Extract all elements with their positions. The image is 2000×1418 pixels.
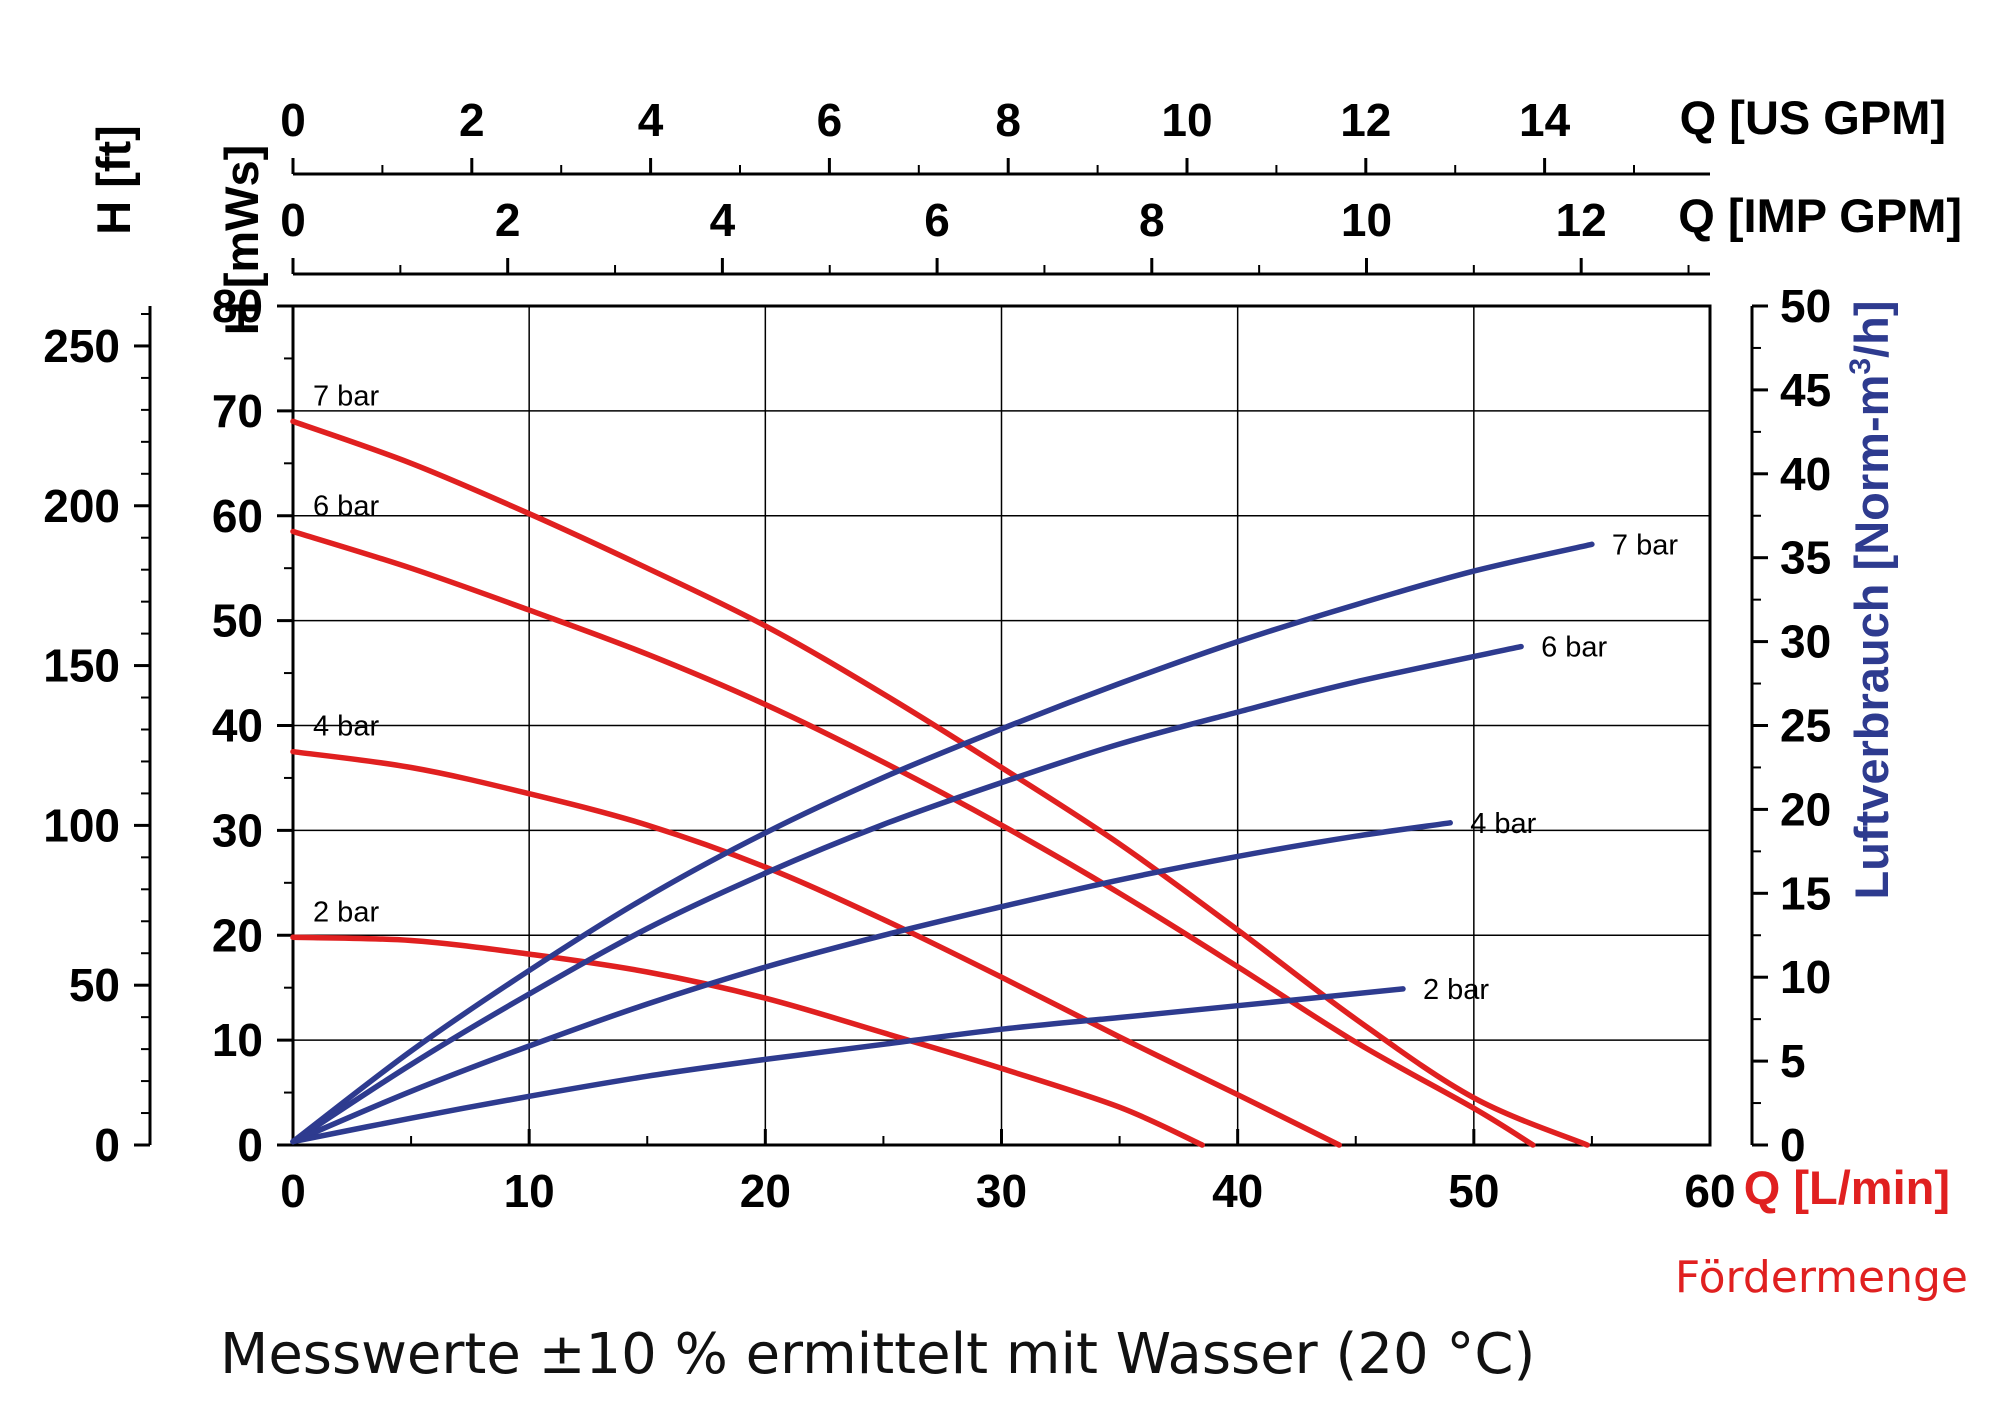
x-top-imp-tick-label: 12 bbox=[1556, 194, 1607, 246]
x-top-imp-tick-label: 2 bbox=[495, 194, 521, 246]
y-mws-tick-label: 10 bbox=[212, 1014, 263, 1066]
y-right-tick-label: 45 bbox=[1780, 364, 1831, 416]
y-right-tick-label: 10 bbox=[1780, 951, 1831, 1003]
x-top-imp-tick-label: 6 bbox=[924, 194, 950, 246]
y-ft-tick-label: 0 bbox=[94, 1119, 120, 1171]
head-curve-label: 7 bar bbox=[313, 380, 379, 412]
air-curve-7-bar bbox=[290, 541, 1595, 1145]
y-mws-tick-label: 60 bbox=[212, 490, 263, 542]
head-curve-6-bar bbox=[290, 528, 1536, 1148]
y-right-tick-label: 40 bbox=[1780, 448, 1831, 500]
y-right-title: Luftverbrauch [Norm-m3/h] bbox=[1844, 301, 1898, 900]
air-curve-6-bar bbox=[290, 643, 1524, 1145]
axes: 0 10 20 30 40 50 60010203040506070800501001502… bbox=[43, 94, 1831, 1217]
y-left-ft-title: H [ft] bbox=[87, 125, 140, 235]
y-mws-tick-label: 20 bbox=[212, 909, 263, 961]
y-mws-tick-label: 30 bbox=[212, 804, 263, 856]
y-mws-tick-label: 40 bbox=[212, 700, 263, 752]
y-right-tick-label: 0 bbox=[1780, 1119, 1806, 1171]
x-bottom-tick-label: 40 bbox=[1212, 1165, 1263, 1217]
air-curve-4-bar bbox=[290, 820, 1453, 1145]
x-top-imp-tick-label: 10 bbox=[1341, 194, 1392, 246]
x-top-us-tick-label: 14 bbox=[1519, 94, 1571, 146]
x-top-us-tick-label: 12 bbox=[1340, 94, 1391, 146]
x-top-us-tick-label: 0 bbox=[280, 94, 306, 146]
y-right-tick-label: 15 bbox=[1780, 867, 1831, 919]
x-top-us-tick-label: 6 bbox=[817, 94, 843, 146]
air-curve-label: 2 bar bbox=[1423, 974, 1489, 1006]
x-top-imp-title: Q [IMP GPM] bbox=[1678, 189, 1962, 242]
head-curve-4-bar bbox=[290, 748, 1342, 1148]
y-right-tick-label: 50 bbox=[1780, 280, 1831, 332]
y-right-tick-label: 30 bbox=[1780, 616, 1831, 668]
series: 7 bar 6 bar 4 bar 2 bar 7 bar 6 bar 4 bar 2 bar bbox=[290, 380, 1678, 1148]
head-curve-7-bar bbox=[290, 418, 1590, 1148]
air-curve-label: 4 bar bbox=[1470, 808, 1536, 840]
x-bottom-tick-label: 20 bbox=[740, 1165, 791, 1217]
y-ft-tick-label: 250 bbox=[43, 320, 120, 372]
y-right-title-main: Luftverbrauch [Norm-m bbox=[1845, 375, 1898, 900]
y-right-tick-label: 5 bbox=[1780, 1035, 1806, 1087]
x-top-imp-tick-label: 8 bbox=[1139, 194, 1165, 246]
y-right-tick-label: 20 bbox=[1780, 783, 1831, 835]
y-mws-tick-label: 0 bbox=[237, 1119, 263, 1171]
x-top-us-tick-label: 8 bbox=[995, 94, 1021, 146]
y-right-tick-label: 35 bbox=[1780, 532, 1831, 584]
x-axis-title-lmin: Q [L/min] bbox=[1744, 1161, 1950, 1214]
y-ft-tick-label: 200 bbox=[43, 480, 120, 532]
x-top-us-tick-label: 10 bbox=[1161, 94, 1212, 146]
x-top-imp-tick-label: 0 bbox=[280, 194, 306, 246]
x-top-us-title: Q [US GPM] bbox=[1680, 91, 1946, 144]
x-bottom-tick-label: 0 bbox=[280, 1165, 306, 1217]
x-bottom-tick-label: 60 bbox=[1684, 1165, 1735, 1217]
x-bottom-tick-label: 10 bbox=[504, 1165, 555, 1217]
air-curve-label: 6 bar bbox=[1541, 632, 1607, 664]
y-right-title-sup: 3 bbox=[1844, 358, 1877, 375]
y-left-mws-title: H [mWs] bbox=[215, 145, 268, 336]
x-top-imp-tick-label: 4 bbox=[710, 194, 736, 246]
y-right-tick-label: 25 bbox=[1780, 700, 1831, 752]
x-top-us-tick-label: 4 bbox=[638, 94, 664, 146]
head-curve-label: 6 bar bbox=[313, 490, 379, 522]
y-mws-tick-label: 50 bbox=[212, 595, 263, 647]
x-top-us-tick-label: 2 bbox=[459, 94, 485, 146]
grid-lines bbox=[293, 306, 1710, 1145]
y-mws-tick-label: 70 bbox=[212, 385, 263, 437]
x-axis-subtitle: Fördermenge bbox=[1675, 1252, 1968, 1303]
head-curve-2-bar bbox=[290, 934, 1205, 1148]
x-bottom-tick-label: 30 bbox=[976, 1165, 1027, 1217]
y-mws-tick-label: 80 bbox=[212, 280, 263, 332]
x-bottom-tick-label: 50 bbox=[1448, 1165, 1499, 1217]
y-ft-tick-label: 100 bbox=[43, 799, 120, 851]
head-curve-label: 4 bar bbox=[313, 711, 379, 743]
air-curve-label: 7 bar bbox=[1612, 529, 1678, 561]
y-ft-tick-label: 150 bbox=[43, 640, 120, 692]
head-curve-label: 2 bar bbox=[313, 896, 379, 928]
y-ft-tick-label: 50 bbox=[69, 959, 120, 1011]
y-right-title-end: /h] bbox=[1845, 301, 1898, 358]
footnote: Messwerte ±10 % ermittelt mit Wasser (20… bbox=[220, 1322, 1535, 1387]
air-curve-2-bar bbox=[290, 986, 1406, 1145]
